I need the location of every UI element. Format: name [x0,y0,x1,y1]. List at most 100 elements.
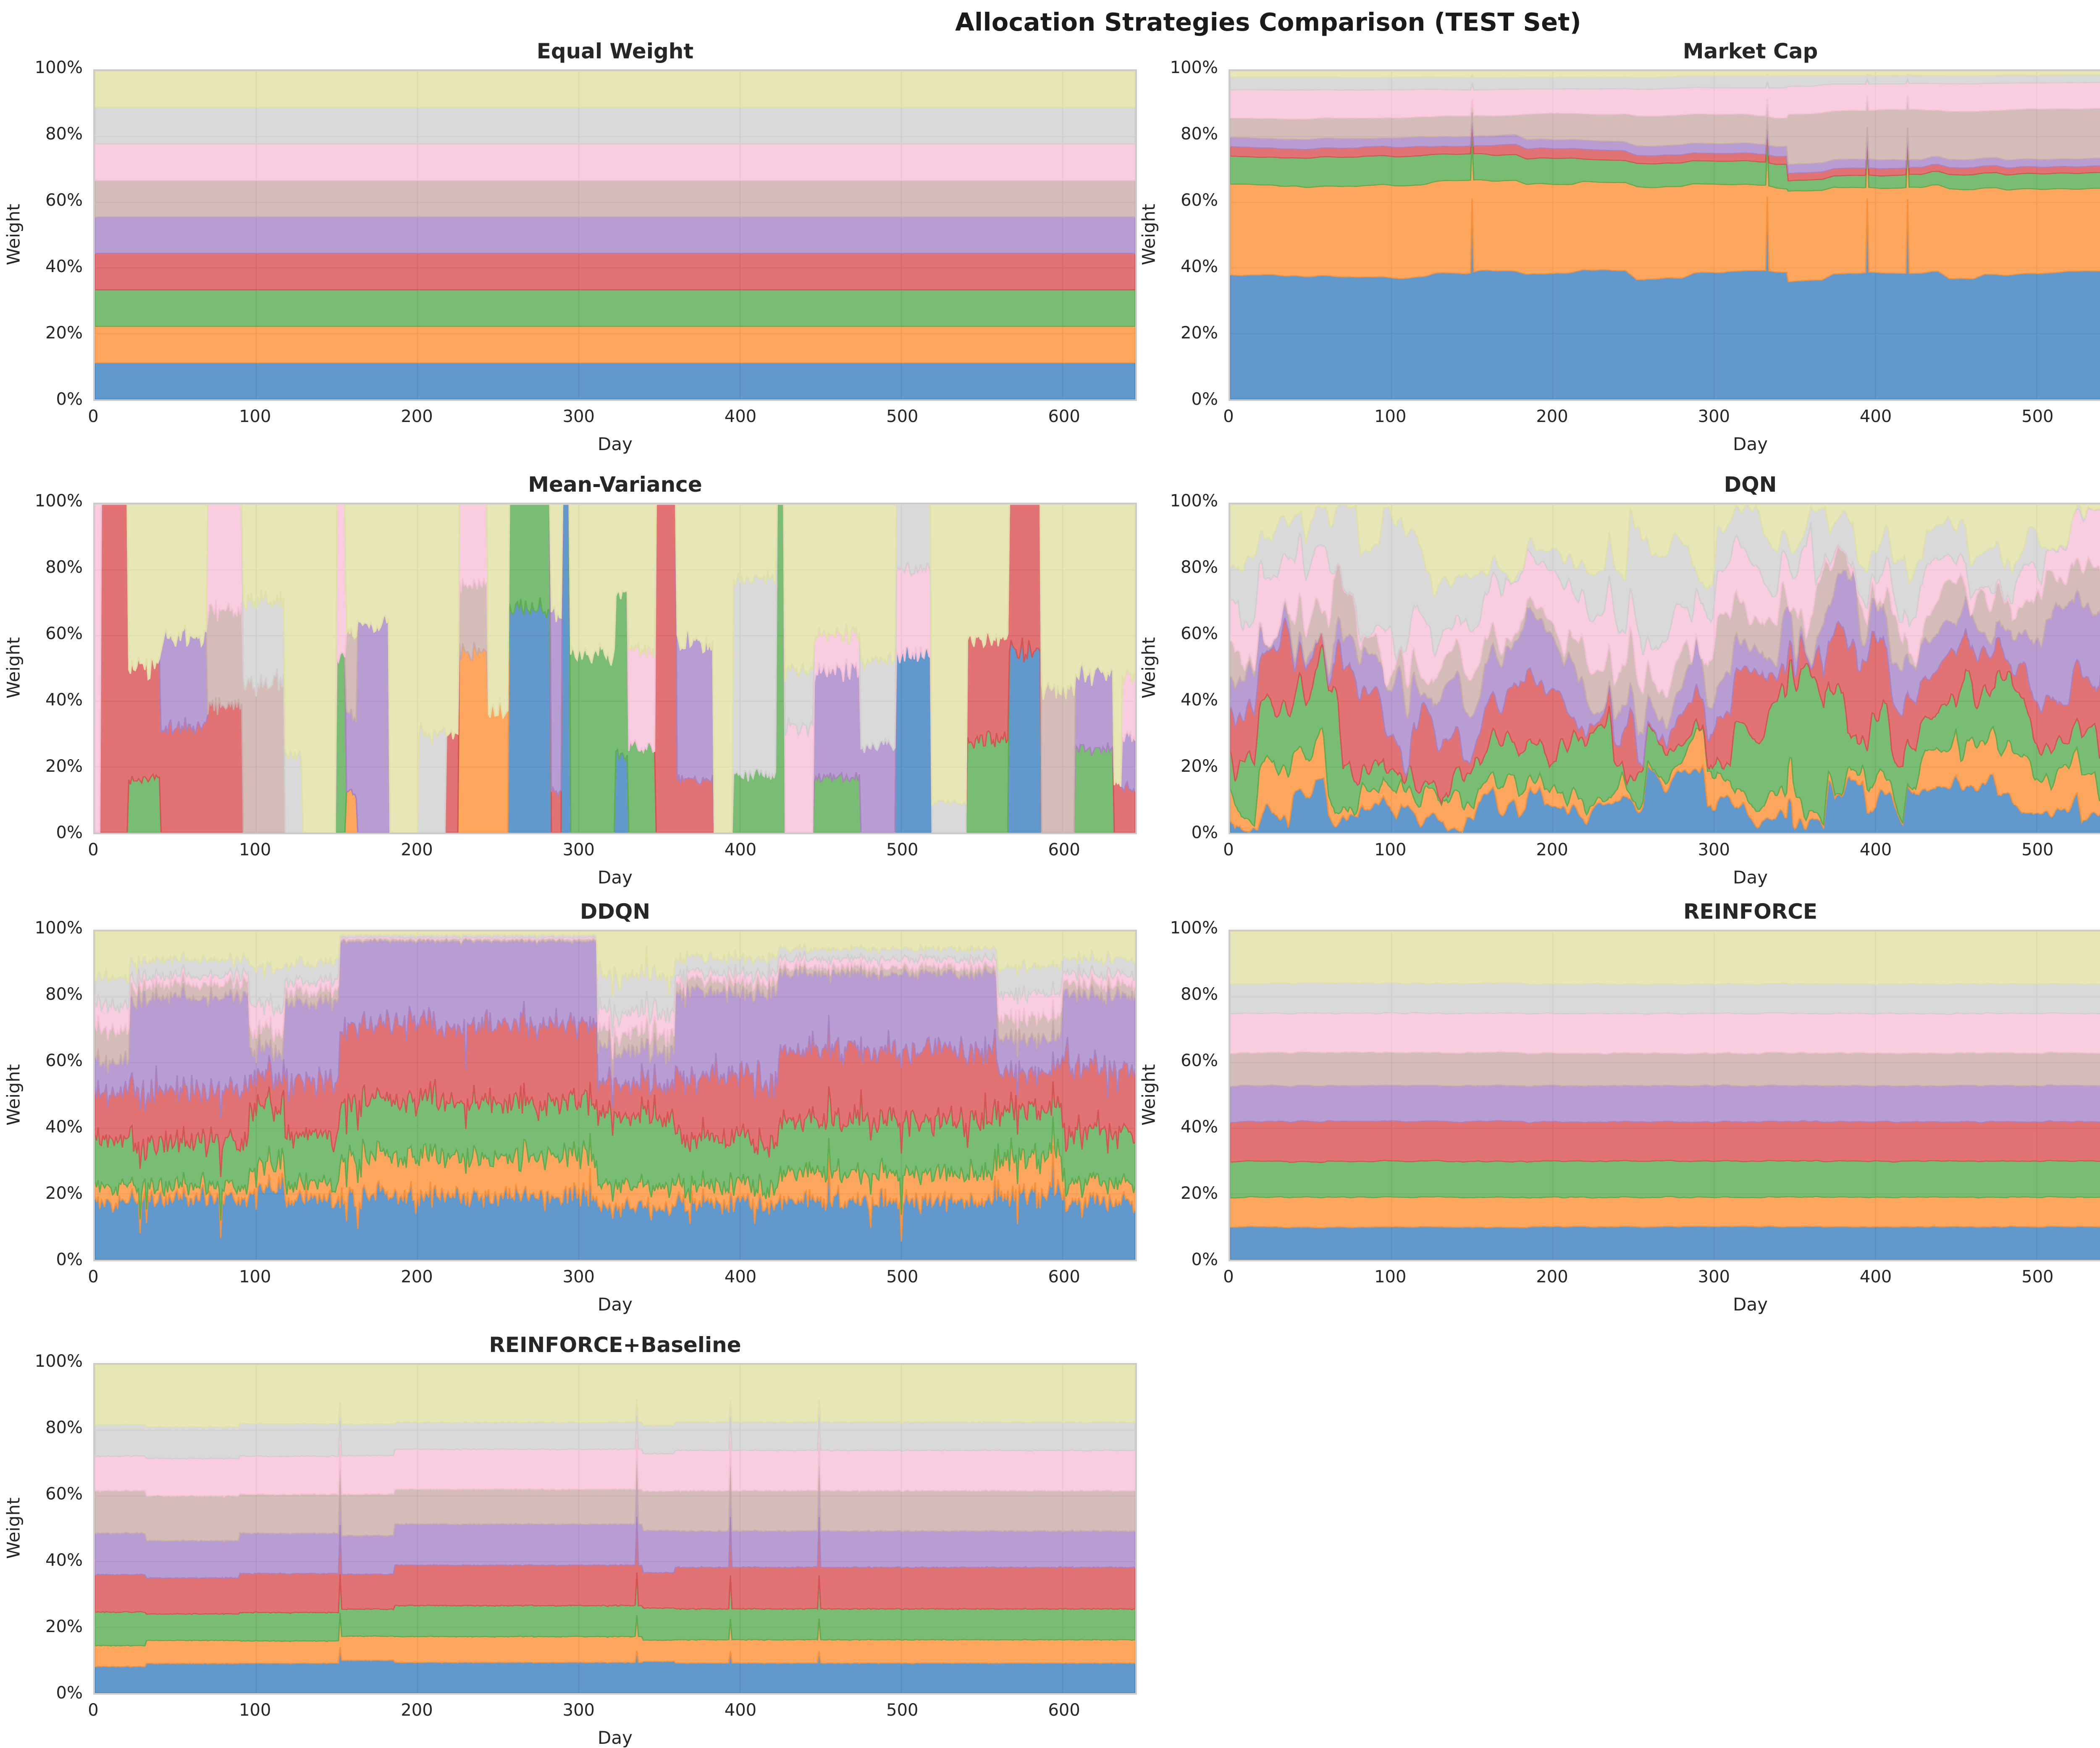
x-tick-label: 0 [88,840,99,860]
y-tick-label: 40% [45,690,83,710]
subplot-mean-variance: Mean-Variance 0% 20% 40% 60% 80% 100% 0 100 200 30… [3,472,1137,888]
y-axis-label: Weight [3,637,24,699]
area-series-Other [95,931,1135,998]
area-series-Other [1230,71,2100,79]
stacked-areas [95,504,1135,833]
y-tick-label: 20% [45,1617,83,1636]
x-tick-label: 400 [724,407,757,426]
plot-area [1228,930,2100,1261]
x-axis-label: Day [1733,1294,1768,1315]
x-tick-label: 600 [1048,1267,1080,1287]
y-tick-label: 20% [1181,757,1218,776]
x-tick-label: 300 [562,407,595,426]
x-tick-label: 100 [239,1701,271,1720]
y-tick-label: 20% [45,323,83,343]
area-series-Other [1230,504,2100,598]
x-tick-label: 100 [239,407,271,426]
area-series-binancecoin [95,504,1135,833]
stacked-areas [95,931,1135,1260]
stacked-areas [95,71,1135,399]
area-series-binancecoin [95,289,1135,327]
x-tick-label: 400 [1859,840,1892,860]
area-series-dogecoin [1230,1120,2100,1163]
subplot-title: Market Cap [1683,39,1818,63]
x-tick-label: 300 [1698,407,1730,426]
area-series-binancecoin [1230,1160,2100,1199]
area-series-bitcoin [95,362,1135,399]
y-tick-label: 40% [45,1117,83,1137]
area-series-Other [95,1365,1135,1429]
x-axis-label: Day [1733,867,1768,888]
area-series-Other [95,504,1135,833]
y-tick-label: 0% [1191,823,1218,842]
x-tick-label: 100 [239,1267,271,1287]
y-axis-label: Weight [3,204,24,265]
area-series-dogecoin [95,253,1135,291]
x-tick-label: 200 [401,407,433,426]
plot-area [93,930,1137,1261]
y-tick-label: 80% [1181,985,1218,1004]
y-tick-label: 80% [45,985,83,1004]
x-tick-label: 500 [886,1701,919,1720]
y-tick-label: 40% [45,1551,83,1570]
subplot-title: DDQN [580,899,651,924]
y-tick-label: 60% [45,1051,83,1070]
y-tick-label: 100% [34,58,83,77]
y-tick-label: 80% [45,124,83,144]
area-series-Other [95,71,1135,108]
stacked-areas [1230,931,2100,1260]
y-tick-label: 100% [34,918,83,938]
x-tick-label: 0 [1223,1267,1234,1287]
subplot-ddqn: DDQN 0% 20% 40% 60% 80% 100% 0 100 200 300 400 500 60… [3,899,1137,1315]
x-tick-label: 600 [1048,840,1080,860]
subplot-title: REINFORCE+Baseline [489,1333,741,1357]
y-tick-label: 100% [1170,918,1218,938]
y-tick-label: 60% [1181,191,1218,210]
y-axis-label: Weight [1138,1064,1159,1126]
x-tick-label: 400 [724,1701,757,1720]
x-tick-label: 200 [401,1267,433,1287]
x-axis-label: Day [1733,434,1768,454]
subplot-reinforce: REINFORCE 0% 20% 40% 60% 80% 100% 0 100 200 300 400… [1139,899,2100,1315]
area-series-ripple [95,180,1135,218]
subplot-market-cap: Market Cap 0% 20% 40% 60% 80% 100% 0 100 200 300 40… [1139,39,2100,454]
x-tick-label: 0 [1223,407,1234,426]
y-tick-label: 40% [1181,257,1218,276]
x-tick-label: 500 [886,1267,919,1287]
subplot-reinforce-baseline: REINFORCE+Baseline 0% 20% 40% 60% 80% 100% 0 100… [3,1333,1137,1748]
area-series-bitcoin [95,504,1135,833]
y-tick-label: 60% [1181,1051,1218,1070]
x-axis-label: Day [598,867,633,888]
y-tick-label: 80% [45,558,83,577]
x-axis-label: Day [598,1294,633,1315]
x-tick-label: 200 [1536,407,1568,426]
plot-area [1228,69,2100,401]
x-tick-label: 0 [88,1267,99,1287]
x-tick-label: 400 [724,840,757,860]
area-series-solana [1230,1012,2100,1055]
subplot-title: REINFORCE [1683,899,1818,924]
x-tick-label: 100 [1374,1267,1407,1287]
area-series-cardano [95,216,1135,254]
x-tick-label: 0 [1223,840,1234,860]
y-tick-label: 100% [1170,58,1218,77]
y-tick-label: 0% [56,1683,83,1703]
y-axis-label: Weight [3,1497,24,1559]
y-tick-label: 80% [1181,558,1218,577]
y-tick-label: 80% [1181,124,1218,144]
x-tick-label: 500 [2021,840,2054,860]
y-axis-label: Weight [1138,204,1159,265]
plot-area [93,503,1137,834]
plot-area [1228,503,2100,834]
y-tick-label: 80% [45,1418,83,1437]
x-tick-label: 200 [401,1701,433,1720]
plot-area [93,1363,1137,1695]
y-tick-label: 0% [56,823,83,842]
y-tick-label: 20% [1181,323,1218,343]
subplot-equal-weight: Equal Weight 0% 20% 40% 60% 80% 100% 0 100 200 300… [3,39,1137,454]
x-tick-label: 100 [239,840,271,860]
x-tick-label: 0 [88,1701,99,1720]
y-tick-label: 20% [1181,1184,1218,1203]
x-tick-label: 0 [88,407,99,426]
